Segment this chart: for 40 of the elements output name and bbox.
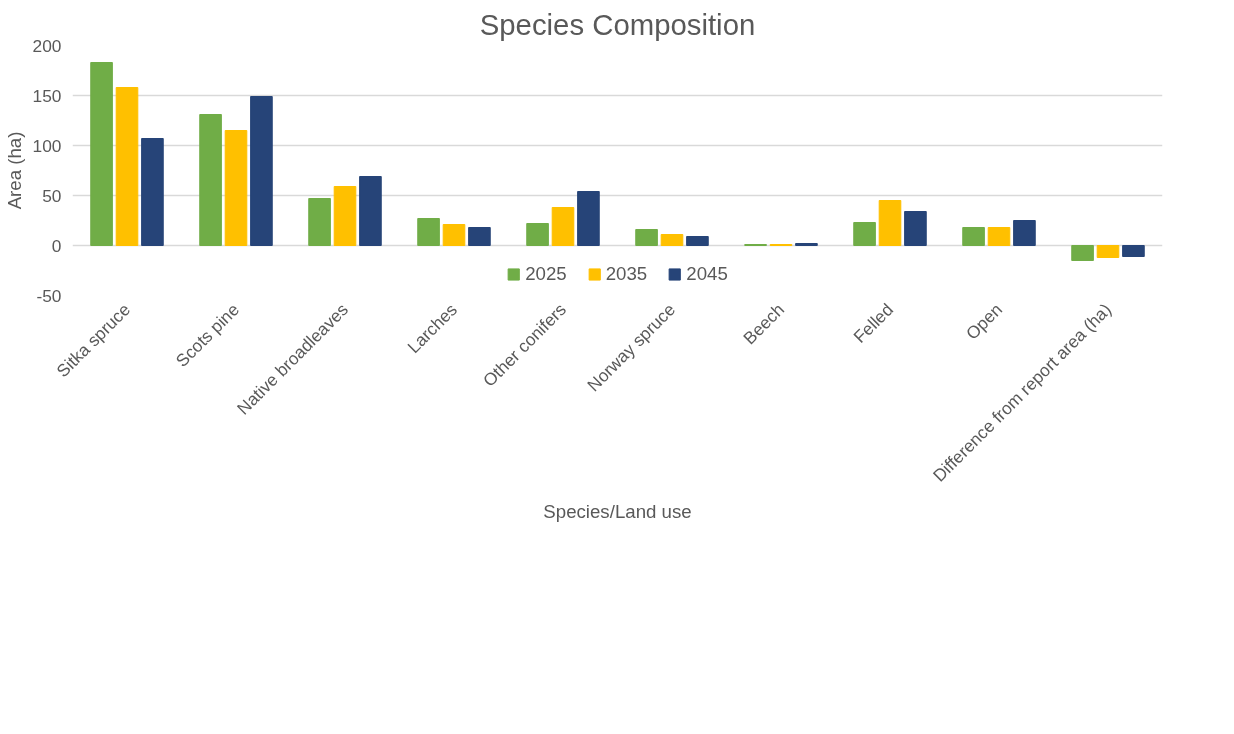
bar bbox=[199, 114, 222, 246]
bar bbox=[442, 224, 466, 246]
bar bbox=[795, 243, 818, 246]
bar bbox=[115, 87, 139, 246]
y-tick-label: 200 bbox=[32, 35, 62, 56]
chart-title: Species Composition bbox=[479, 7, 756, 41]
y-tick-label: 50 bbox=[42, 185, 62, 206]
bar bbox=[224, 130, 248, 246]
bar bbox=[878, 200, 902, 246]
y-tick-label: 100 bbox=[32, 135, 62, 156]
y-axis-title: Area (ha) bbox=[3, 131, 25, 210]
y-tick-label: 150 bbox=[32, 85, 62, 106]
bar bbox=[1071, 245, 1094, 261]
bar bbox=[468, 227, 491, 246]
legend-label: 2045 bbox=[686, 263, 728, 285]
bar bbox=[417, 218, 440, 246]
bar bbox=[686, 236, 709, 246]
bar bbox=[660, 234, 684, 246]
bar bbox=[551, 207, 575, 246]
bar bbox=[635, 229, 658, 246]
y-tick-label: -50 bbox=[36, 285, 62, 306]
legend-label: 2035 bbox=[605, 263, 648, 285]
y-tick-label: 0 bbox=[51, 235, 62, 256]
bar bbox=[987, 227, 1011, 246]
bar bbox=[141, 138, 164, 246]
bar bbox=[359, 176, 382, 246]
bar bbox=[904, 211, 927, 246]
bar bbox=[962, 227, 985, 246]
x-axis-title: Species/Land use bbox=[543, 500, 692, 522]
bar bbox=[308, 198, 331, 246]
bar bbox=[526, 223, 549, 246]
bar bbox=[853, 222, 876, 246]
bar bbox=[90, 62, 113, 246]
bar bbox=[1013, 220, 1036, 246]
bar bbox=[333, 186, 357, 246]
bar bbox=[1122, 245, 1145, 257]
legend-label: 2025 bbox=[525, 263, 567, 285]
bar bbox=[1096, 245, 1120, 258]
bar bbox=[250, 96, 273, 246]
bar bbox=[577, 191, 600, 246]
